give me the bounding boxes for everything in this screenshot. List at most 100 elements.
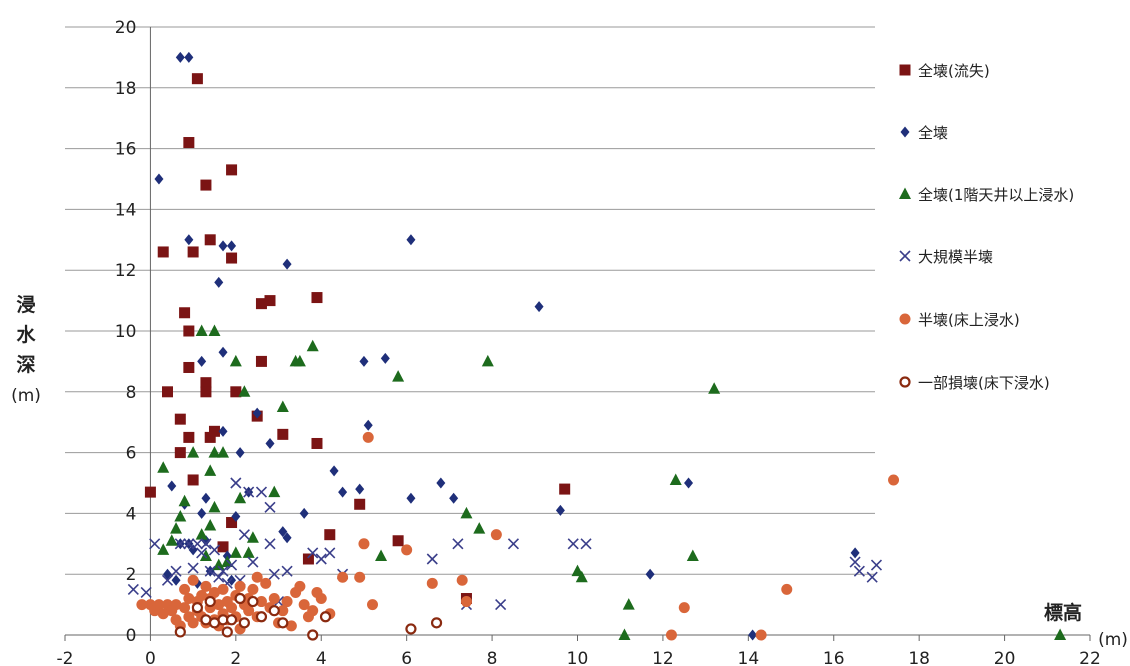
data-point xyxy=(359,355,369,367)
data-point xyxy=(197,507,207,519)
data-point xyxy=(200,580,212,592)
data-point xyxy=(167,480,177,492)
data-point xyxy=(255,486,268,498)
x-stroke xyxy=(495,599,507,611)
data-point xyxy=(534,301,544,313)
data-point xyxy=(247,556,259,568)
data-point xyxy=(302,553,314,565)
x-stroke xyxy=(170,565,182,577)
x-stroke xyxy=(183,538,195,550)
data-point xyxy=(255,611,268,623)
data-point xyxy=(170,565,182,577)
data-point xyxy=(285,620,297,632)
data-point xyxy=(392,535,404,547)
data-point xyxy=(436,477,446,489)
data-point xyxy=(200,179,212,191)
data-point xyxy=(338,486,348,498)
data-point xyxy=(426,577,438,589)
data-point xyxy=(354,498,366,510)
series-2 xyxy=(154,51,860,641)
data-point xyxy=(260,577,272,589)
data-point xyxy=(204,595,216,608)
data-point xyxy=(218,240,228,252)
data-point xyxy=(268,605,280,617)
x-stroke xyxy=(324,547,336,559)
data-point xyxy=(277,605,289,617)
x-stroke xyxy=(281,565,293,577)
data-point xyxy=(188,544,198,556)
data-point xyxy=(183,325,195,337)
data-point xyxy=(184,234,194,246)
x-stroke xyxy=(307,547,319,559)
data-point xyxy=(264,501,276,513)
data-point xyxy=(363,419,373,431)
data-point xyxy=(204,431,216,443)
x-stroke xyxy=(849,556,861,568)
data-point xyxy=(268,593,280,605)
data-point xyxy=(174,413,186,425)
data-point xyxy=(200,538,212,550)
y-axis-title-char: 水 xyxy=(16,324,36,346)
data-point xyxy=(392,370,405,382)
x-stroke xyxy=(161,574,174,586)
series-6 xyxy=(174,592,443,641)
data-point xyxy=(264,538,276,550)
data-point xyxy=(252,407,262,419)
data-point xyxy=(452,538,464,550)
data-point xyxy=(227,574,237,586)
data-point xyxy=(281,596,293,608)
data-point xyxy=(234,491,247,504)
x-stroke xyxy=(580,538,592,550)
data-point xyxy=(165,534,178,546)
data-point xyxy=(449,492,459,504)
data-point xyxy=(208,446,221,458)
x-tick-label: -2 xyxy=(57,649,74,666)
y-tick-label: 6 xyxy=(126,444,137,464)
data-point xyxy=(208,425,220,437)
data-point xyxy=(375,549,388,561)
data-point xyxy=(213,571,225,583)
data-point xyxy=(238,617,250,629)
data-point xyxy=(127,583,139,595)
x-tick-label: 8 xyxy=(487,649,498,666)
data-point xyxy=(678,602,690,614)
x-stroke xyxy=(238,529,250,541)
data-point xyxy=(367,599,378,611)
data-point xyxy=(154,173,164,185)
x-axis-title: 標高 xyxy=(1044,601,1082,624)
y-tick-label: 2 xyxy=(126,565,137,585)
data-point xyxy=(426,553,438,565)
data-point xyxy=(268,485,281,498)
data-point xyxy=(200,386,212,398)
data-point xyxy=(460,506,473,519)
data-point xyxy=(204,565,216,577)
data-point xyxy=(208,324,221,336)
data-point xyxy=(781,583,793,595)
data-point xyxy=(179,583,191,595)
data-point xyxy=(218,346,228,358)
data-point xyxy=(183,431,195,443)
data-point xyxy=(195,528,208,540)
data-point xyxy=(242,546,255,558)
y-tick-label: 20 xyxy=(115,18,137,38)
x-stroke xyxy=(140,586,152,599)
x-stroke xyxy=(191,538,203,550)
data-point xyxy=(225,559,238,571)
data-point xyxy=(748,629,758,641)
data-point xyxy=(196,547,208,559)
x-stroke xyxy=(870,559,883,571)
data-point xyxy=(319,611,332,623)
data-point xyxy=(406,234,416,246)
data-point xyxy=(170,599,182,611)
data-point xyxy=(153,599,165,611)
data-point xyxy=(229,354,242,367)
data-point xyxy=(149,538,161,550)
data-point xyxy=(199,549,212,561)
data-point xyxy=(866,571,878,583)
x-axis-unit: (m) xyxy=(1098,630,1128,650)
data-point xyxy=(329,465,339,477)
data-point xyxy=(282,258,292,270)
data-point xyxy=(281,565,293,577)
data-point xyxy=(669,473,682,485)
data-point xyxy=(665,629,677,641)
